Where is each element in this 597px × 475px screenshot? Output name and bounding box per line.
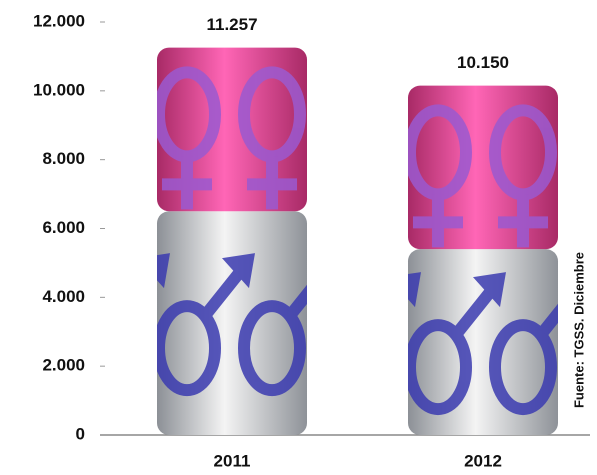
bar-decoration bbox=[325, 272, 558, 416]
symbol bbox=[238, 300, 306, 397]
y-tick-label: 10.000 bbox=[33, 80, 85, 99]
symbol bbox=[74, 306, 130, 390]
symbol bbox=[489, 319, 557, 416]
bar-segment bbox=[408, 249, 558, 435]
y-tick-label: 6.000 bbox=[42, 218, 85, 237]
bar-decoration bbox=[325, 104, 597, 248]
symbol bbox=[408, 278, 418, 336]
bar-decoration bbox=[157, 66, 385, 210]
symbol bbox=[408, 319, 472, 416]
y-tick-label: 4.000 bbox=[42, 287, 85, 306]
y-tick-label: 12.000 bbox=[33, 11, 85, 30]
symbol bbox=[157, 300, 221, 397]
symbol bbox=[307, 253, 340, 288]
symbol bbox=[222, 253, 255, 289]
symbol bbox=[408, 272, 421, 308]
symbol bbox=[538, 278, 558, 336]
symbol bbox=[287, 259, 307, 317]
symbol bbox=[157, 253, 170, 289]
x-tick-label: 2011 bbox=[214, 451, 251, 470]
x-tick-label: 2012 bbox=[464, 451, 502, 470]
bar-decoration bbox=[74, 253, 385, 397]
y-tick-label: 0 bbox=[76, 424, 85, 443]
symbol bbox=[157, 259, 167, 317]
total-label: 10.150 bbox=[457, 53, 509, 72]
symbol bbox=[329, 306, 385, 390]
y-tick-label: 8.000 bbox=[42, 149, 85, 168]
symbol bbox=[329, 72, 385, 156]
bar-segment bbox=[157, 211, 307, 435]
symbol bbox=[580, 110, 597, 194]
source-note: Fuente: TGSS. Diciembre bbox=[571, 252, 586, 408]
symbol bbox=[473, 272, 506, 308]
total-label: 11.257 bbox=[206, 15, 257, 34]
y-tick-label: 2.000 bbox=[42, 356, 85, 375]
symbol bbox=[325, 325, 381, 409]
symbol bbox=[325, 110, 381, 194]
